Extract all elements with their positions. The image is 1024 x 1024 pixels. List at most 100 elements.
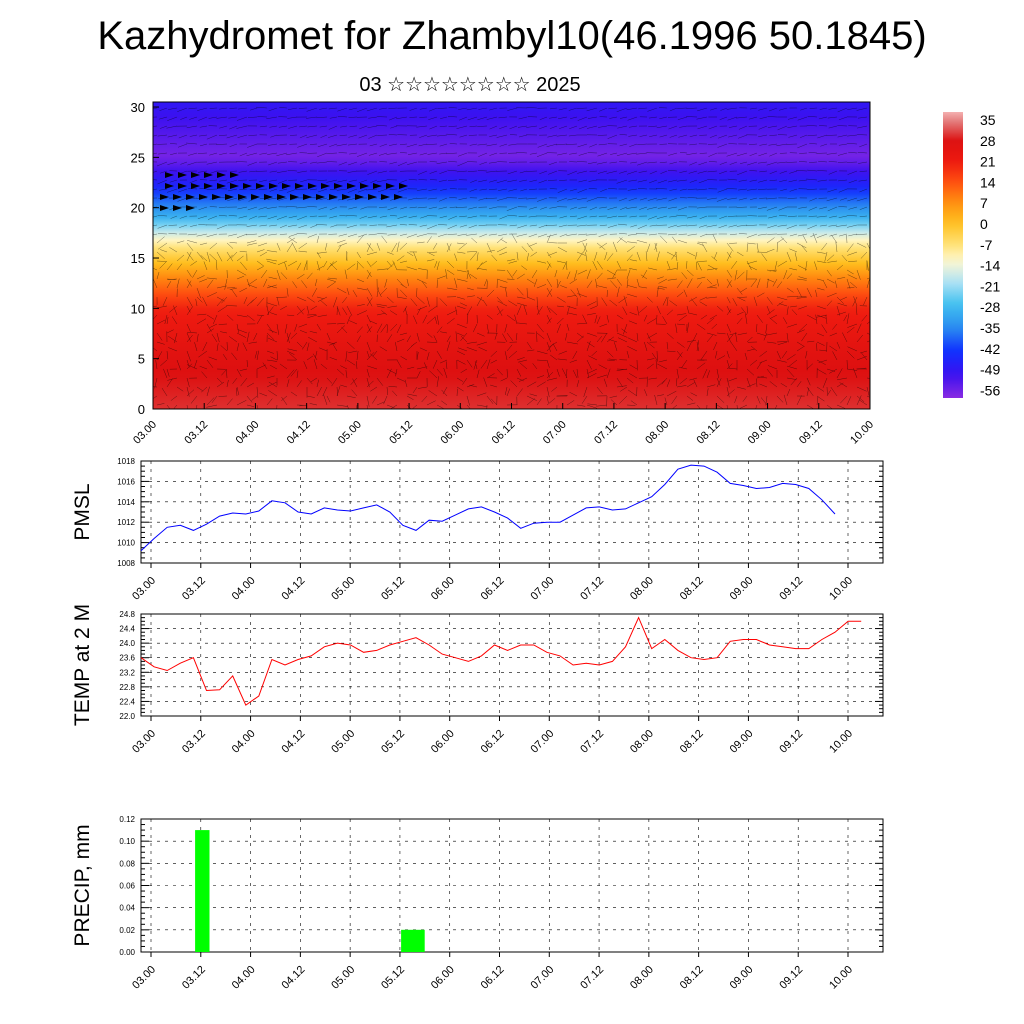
colorbar-label: 14 [980,174,996,190]
x-tick-label: 08.12 [678,964,706,992]
y-tick-label: 0.08 [119,859,135,868]
y-tick-label: 0.04 [119,904,135,913]
y-tick-label: 1010 [117,539,135,548]
y-tick-label: 25 [131,150,145,165]
y-tick-label: 20 [131,201,145,216]
precip-bar [401,929,425,952]
chart-title: Kazhydromet for Zhambyl10(46.1996 50.184… [97,14,927,58]
temp-ylabel: TEMP at 2 M [71,604,94,726]
y-tick-label: 24.4 [119,625,135,634]
cross-section-panel: 0 5 10 15 20 25 30 03.00 03.12 04.00 04.12 05.00 05.… [131,100,877,447]
x-tick-label: 10.00 [827,964,855,992]
x-tick-label: 05.12 [379,964,407,992]
precip-panel: 0.00 0.02 0.04 0.06 0.08 0.10 0.12 03.00 03.12 04… [71,815,884,992]
y-tick-label: 1014 [117,498,135,507]
x-tick-label: 03.12 [180,964,208,992]
colorbar-label: -21 [980,278,1000,294]
y-tick-label: 0 [138,402,145,417]
colorbar-label: 0 [980,216,988,232]
x-tick-label: 03.00 [131,419,159,447]
x-tick-label: 07.00 [528,728,556,756]
y-tick-label: 1016 [117,477,135,486]
y-tick-label: 22.4 [119,697,135,706]
x-tick-label: 06.00 [438,419,466,447]
y-tick-label: 23.2 [119,668,135,677]
x-tick-label: 08.00 [628,728,656,756]
x-tick-label: 05.12 [379,728,407,756]
x-tick-label: 04.00 [230,728,258,756]
colorbar-label: 28 [980,133,996,149]
y-tick-label: 15 [131,251,145,266]
x-tick-label: 07.12 [578,728,606,756]
x-tick-label: 05.00 [329,964,357,992]
x-tick-label: 10.00 [827,728,855,756]
colorbar-label: 7 [980,195,988,211]
colorbar-label: -42 [980,341,1000,357]
x-tick-label: 09.00 [728,964,756,992]
x-tick-label: 07.00 [528,575,556,603]
y-tick-label: 23.6 [119,654,135,663]
x-tick-label: 08.00 [628,575,656,603]
colorbar-label: -35 [980,320,1000,336]
x-tick-label: 08.00 [643,419,671,447]
pmsl-series-line [140,464,836,552]
precip-ylabel: PRECIP, mm [71,824,94,946]
colorbar-label: 35 [980,112,996,128]
x-tick-label: 09.00 [746,419,774,447]
y-tick-label: 0.06 [119,882,135,891]
x-tick-label: 03.00 [130,728,158,756]
y-tick-label: 1018 [117,457,135,466]
x-tick-label: 10.00 [848,419,876,447]
y-tick-label: 0.12 [119,815,135,824]
pmsl-ylabel: PMSL [71,483,94,540]
x-tick-label: 05.12 [379,575,407,603]
x-tick-label: 03.12 [180,575,208,603]
x-tick-label: 04.12 [280,964,308,992]
x-tick-label: 08.00 [628,964,656,992]
precip-frame [140,818,884,953]
temp2m-panel: 22.0 22.4 22.8 23.2 23.6 24.0 24.4 24.8 03.00 03.… [71,604,884,756]
x-tick-label: 04.12 [280,575,308,603]
x-tick-label: 06.12 [490,419,518,447]
x-tick-label: 09.00 [728,728,756,756]
colorbar-label: -28 [980,299,1000,315]
y-tick-label: 24.8 [119,610,135,619]
y-tick-label: 10 [131,301,145,316]
x-tick-label: 05.00 [336,419,364,447]
x-tick-label: 07.12 [578,964,606,992]
y-tick-label: 1012 [117,518,135,527]
pmsl-panel: 1008 1010 1012 1014 1016 1018 03.00 03.12 04.00 0… [71,457,884,603]
x-tick-label: 04.00 [230,964,258,992]
colorbar-label: -49 [980,362,1000,378]
precip-bar [195,830,210,952]
colorbar-fill [943,112,963,398]
chart-subtitle: 03 ☆☆☆☆☆☆☆☆ 2025 [359,74,581,96]
x-tick-label: 09.00 [728,575,756,603]
y-tick-label: 0.10 [119,837,135,846]
wind-arrows [160,172,408,211]
x-tick-label: 04.12 [285,419,313,447]
x-tick-label: 03.00 [130,964,158,992]
x-tick-label: 06.12 [479,728,507,756]
x-tick-label: 10.00 [827,575,855,603]
x-tick-label: 06.00 [429,964,457,992]
y-tick-label: 24.0 [119,639,135,648]
colorbar-label: -56 [980,382,1000,398]
x-tick-label: 09.12 [777,728,805,756]
x-tick-label: 05.12 [387,419,415,447]
temp-frame [140,613,884,717]
temp-series-line [140,616,862,706]
x-tick-label: 07.12 [578,575,606,603]
x-tick-label: 07.12 [592,419,620,447]
y-tick-label: 22.0 [119,712,135,721]
y-tick-label: 0.00 [119,948,135,957]
x-tick-label: 08.12 [695,419,723,447]
x-tick-label: 09.12 [777,575,805,603]
y-tick-label: 1008 [117,559,135,568]
x-tick-label: 07.00 [528,964,556,992]
pmsl-frame [140,460,884,564]
x-tick-label: 09.12 [777,964,805,992]
y-tick-label: 0.02 [119,926,135,935]
x-tick-label: 07.00 [541,419,569,447]
x-tick-label: 06.00 [429,575,457,603]
